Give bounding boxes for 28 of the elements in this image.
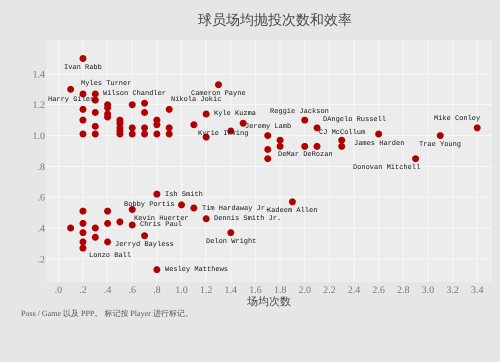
x-tick-label: 1.6 <box>249 285 262 296</box>
y-tick-label: 1.4 <box>32 69 45 80</box>
y-tick-label: .2 <box>38 254 45 266</box>
x-axis-title: 场均次数 <box>246 296 291 308</box>
x-tick-label: .0 <box>54 285 62 296</box>
x-tick-label: 2.4 <box>348 285 360 296</box>
text: Poss / Game 以及 PPP。 标记按 Player 进行标记。 <box>21 309 193 318</box>
x-tick-label: 1.4 <box>224 285 238 296</box>
x-tick-label: .4 <box>104 285 112 296</box>
x-tick-label: .8 <box>153 285 161 296</box>
y-tick-label: .6 <box>38 192 45 204</box>
x-tick-label: 2.0 <box>298 285 311 296</box>
x-tick-label: 2.6 <box>372 285 385 296</box>
y-tick-label: .8 <box>38 162 45 173</box>
y-tick-label: 1.2 <box>32 100 45 112</box>
x-tick-label: 1.2 <box>200 285 212 296</box>
x-tick-label: 3.0 <box>422 285 434 296</box>
x-tick-label: .6 <box>128 285 136 296</box>
x-tick-label: .2 <box>79 285 87 296</box>
y-tick-label: 1.0 <box>32 131 45 142</box>
x-tick-label: 1.8 <box>274 285 286 296</box>
x-tick-label: 3.4 <box>470 285 484 296</box>
x-tick-label: 1.0 <box>175 285 188 296</box>
y-tick-label: .4 <box>38 224 45 235</box>
chart-title: 球员场均抛投次数和效率 <box>198 12 352 28</box>
x-tick-label: 2.2 <box>323 285 336 296</box>
x-tick-label: 2.8 <box>397 285 410 296</box>
x-tick-label: 3.2 <box>446 285 459 296</box>
